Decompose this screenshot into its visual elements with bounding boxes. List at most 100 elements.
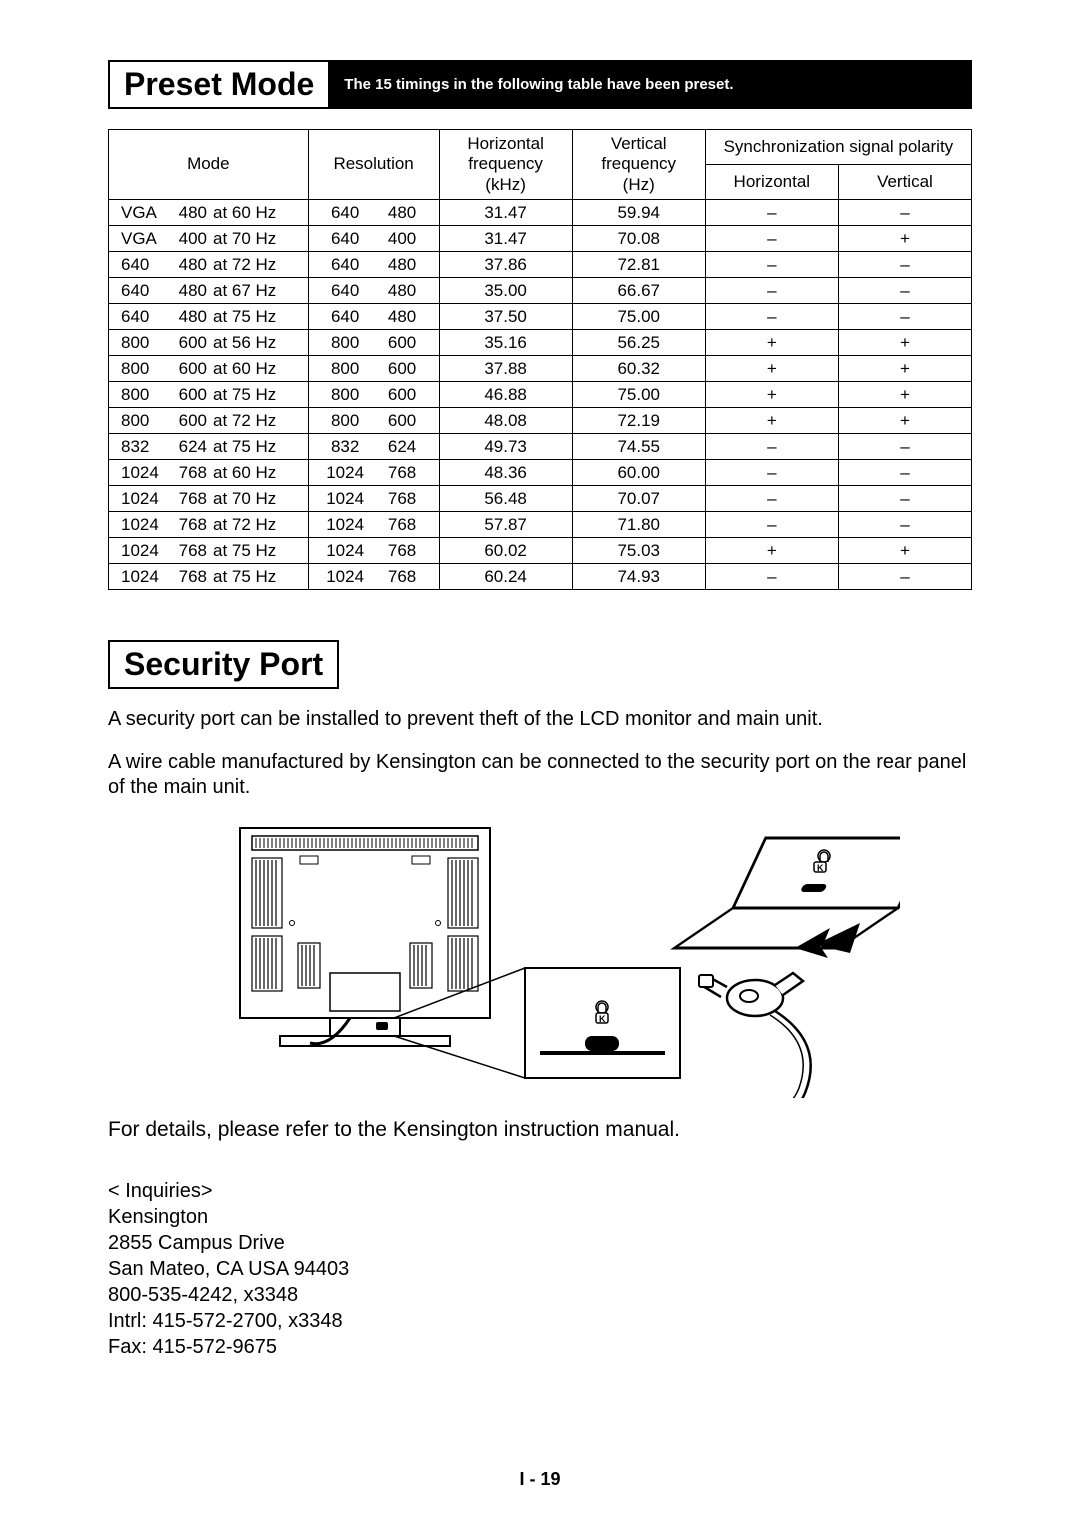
inq-title: < Inquiries> <box>108 1178 972 1204</box>
cell-hfreq: 56.48 <box>439 486 572 512</box>
res-w: 1024 <box>317 567 374 587</box>
cell-mode: 1024768at 70 Hz <box>109 486 309 512</box>
res-h: 400 <box>374 229 431 249</box>
security-p2: A wire cable manufactured by Kensington … <box>108 750 972 800</box>
cell-sync-h: – <box>705 304 838 330</box>
cell-res: 800600 <box>308 356 439 382</box>
th-hfreq-l2: frequency <box>468 154 543 173</box>
security-diagram: K K <box>180 818 900 1098</box>
mode-w: 832 <box>121 437 167 457</box>
res-w: 800 <box>317 359 374 379</box>
svg-text:K: K <box>599 1014 606 1024</box>
mode-hz: at 75 Hz <box>207 437 300 457</box>
mode-w: 1024 <box>121 541 167 561</box>
cell-res: 800600 <box>308 382 439 408</box>
mode-w: VGA <box>121 203 167 223</box>
cell-hfreq: 48.36 <box>439 460 572 486</box>
cell-mode: 640480at 72 Hz <box>109 252 309 278</box>
mode-hz: at 70 Hz <box>207 229 300 249</box>
cell-sync-v: – <box>838 304 971 330</box>
mode-hz: at 60 Hz <box>207 463 300 483</box>
th-hfreq: Horizontal frequency (kHz) <box>439 130 572 200</box>
res-h: 768 <box>374 463 431 483</box>
res-w: 640 <box>317 307 374 327</box>
th-hfreq-l1: Horizontal <box>467 134 544 153</box>
mode-h: 480 <box>167 203 207 223</box>
mode-h: 600 <box>167 411 207 431</box>
mode-hz: at 75 Hz <box>207 385 300 405</box>
res-w: 800 <box>317 385 374 405</box>
res-h: 480 <box>374 307 431 327</box>
res-h: 768 <box>374 489 431 509</box>
mode-hz: at 70 Hz <box>207 489 300 509</box>
cell-hfreq: 57.87 <box>439 512 572 538</box>
cell-sync-h: – <box>705 486 838 512</box>
cell-vfreq: 75.00 <box>572 304 705 330</box>
table-row: 1024768at 70 Hz102476856.4870.07–– <box>109 486 972 512</box>
mode-hz: at 72 Hz <box>207 411 300 431</box>
cell-vfreq: 75.00 <box>572 382 705 408</box>
inq-addr1: 2855 Campus Drive <box>108 1230 972 1256</box>
cell-mode: 640480at 75 Hz <box>109 304 309 330</box>
security-title: Security Port <box>108 640 339 689</box>
mode-h: 768 <box>167 489 207 509</box>
cell-vfreq: 72.81 <box>572 252 705 278</box>
table-row: 1024768at 72 Hz102476857.8771.80–– <box>109 512 972 538</box>
th-mode: Mode <box>109 130 309 200</box>
svg-text:K: K <box>817 863 824 873</box>
mode-h: 768 <box>167 463 207 483</box>
mode-hz: at 60 Hz <box>207 359 300 379</box>
cell-hfreq: 48.08 <box>439 408 572 434</box>
table-row: 640480at 67 Hz64048035.0066.67–– <box>109 278 972 304</box>
mode-hz: at 67 Hz <box>207 281 300 301</box>
cell-vfreq: 70.08 <box>572 226 705 252</box>
mode-h: 768 <box>167 541 207 561</box>
table-row: VGA400at 70 Hz64040031.4770.08–+ <box>109 226 972 252</box>
cell-hfreq: 37.88 <box>439 356 572 382</box>
th-sync-h: Horizontal <box>705 165 838 200</box>
mode-w: 1024 <box>121 489 167 509</box>
th-hfreq-l3: (kHz) <box>485 175 526 194</box>
mode-w: 640 <box>121 255 167 275</box>
mode-w: 1024 <box>121 463 167 483</box>
cell-vfreq: 74.93 <box>572 564 705 590</box>
mode-w: 640 <box>121 281 167 301</box>
cell-hfreq: 37.50 <box>439 304 572 330</box>
res-w: 1024 <box>317 515 374 535</box>
res-h: 624 <box>374 437 431 457</box>
res-w: 640 <box>317 203 374 223</box>
mode-hz: at 75 Hz <box>207 307 300 327</box>
mode-w: 800 <box>121 411 167 431</box>
cell-sync-v: – <box>838 564 971 590</box>
cell-sync-v: – <box>838 434 971 460</box>
cell-sync-h: + <box>705 538 838 564</box>
res-h: 768 <box>374 541 431 561</box>
cell-sync-h: + <box>705 408 838 434</box>
cell-mode: 1024768at 75 Hz <box>109 538 309 564</box>
mode-h: 600 <box>167 385 207 405</box>
th-resolution: Resolution <box>308 130 439 200</box>
table-row: 800600at 75 Hz80060046.8875.00++ <box>109 382 972 408</box>
security-refer: For details, please refer to the Kensing… <box>108 1118 972 1142</box>
mode-h: 400 <box>167 229 207 249</box>
cell-sync-v: – <box>838 200 971 226</box>
table-row: 1024768at 60 Hz102476848.3660.00–– <box>109 460 972 486</box>
cell-sync-h: – <box>705 278 838 304</box>
cell-vfreq: 60.00 <box>572 460 705 486</box>
cell-vfreq: 74.55 <box>572 434 705 460</box>
cell-mode: 832624at 75 Hz <box>109 434 309 460</box>
table-row: 640480at 75 Hz64048037.5075.00–– <box>109 304 972 330</box>
res-w: 800 <box>317 333 374 353</box>
mode-h: 480 <box>167 307 207 327</box>
cell-sync-v: + <box>838 408 971 434</box>
cell-vfreq: 56.25 <box>572 330 705 356</box>
cell-vfreq: 60.32 <box>572 356 705 382</box>
cell-mode: 1024768at 72 Hz <box>109 512 309 538</box>
mode-w: 1024 <box>121 515 167 535</box>
cell-hfreq: 60.24 <box>439 564 572 590</box>
cell-sync-h: – <box>705 200 838 226</box>
cell-sync-h: – <box>705 226 838 252</box>
cell-sync-v: + <box>838 382 971 408</box>
preset-title: Preset Mode <box>108 60 330 109</box>
cell-res: 640400 <box>308 226 439 252</box>
